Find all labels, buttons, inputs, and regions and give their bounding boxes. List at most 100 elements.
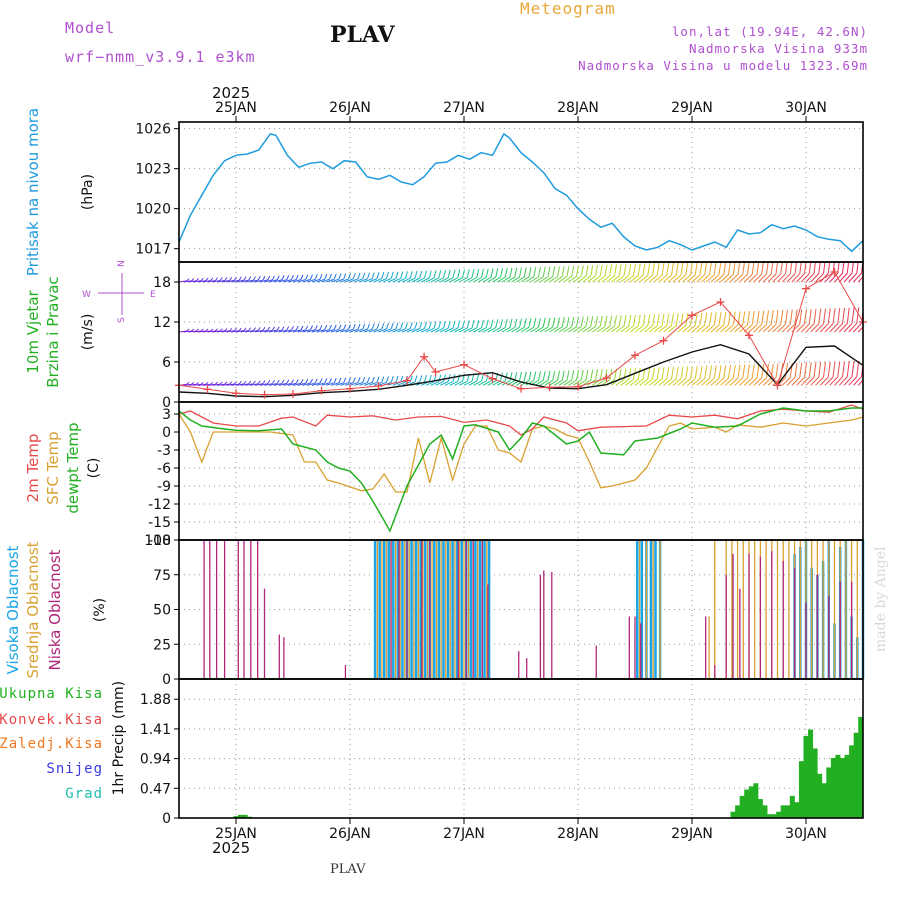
wind-barb-feather	[832, 361, 836, 378]
y-tick-label: -12	[148, 497, 171, 513]
wind-barb	[478, 380, 487, 386]
wind-barb	[672, 274, 682, 283]
wind-barb	[791, 323, 801, 333]
wind-barb	[326, 382, 335, 386]
wind-gust-marker	[517, 384, 525, 393]
wind-barb	[791, 273, 801, 283]
wind-barb	[345, 382, 354, 386]
wind-barb-feather	[196, 328, 199, 332]
wind-barb	[459, 380, 468, 386]
y-tick-label: 100	[144, 533, 171, 549]
wind-gust-marker	[830, 268, 839, 276]
wind-barb-feather	[585, 316, 589, 327]
wind-barb-feather	[438, 321, 442, 329]
wind-barb	[563, 379, 573, 386]
wind-barb-feather	[690, 262, 693, 276]
wind-barb	[354, 328, 363, 333]
compass-e: E	[150, 290, 156, 300]
wind-barb-feather	[514, 318, 518, 328]
wind-barb-feather	[747, 364, 750, 379]
wind-barb-feather	[590, 369, 594, 380]
wind-barb	[463, 380, 473, 386]
wind-barb-feather	[286, 379, 290, 384]
wind-barb-feather	[348, 324, 351, 330]
wind-barb	[786, 273, 796, 283]
wind-barb-feather	[628, 263, 632, 276]
wind-barb	[326, 278, 335, 283]
wind-barb-feather	[680, 313, 684, 326]
wind-barb	[743, 377, 753, 386]
wind-barb	[724, 324, 734, 333]
wind-barb	[183, 383, 192, 386]
wind-barb	[231, 279, 240, 283]
wind-barb-feather	[671, 262, 674, 276]
wind-barb	[449, 327, 458, 333]
wind-barb-feather	[566, 317, 570, 327]
wind-barb	[762, 273, 772, 283]
wind-barb-feather	[224, 277, 228, 281]
wind-barb-feather	[618, 368, 622, 380]
wind-barb	[515, 276, 525, 283]
wind-barb-feather	[623, 264, 627, 276]
wind-barb	[496, 276, 506, 283]
wind-barb	[720, 274, 729, 283]
wind-barb	[468, 327, 477, 333]
precip-bar	[812, 748, 818, 818]
wind-barb	[824, 323, 834, 333]
wind-unit: (m/s)	[80, 314, 96, 351]
wind-barb-feather	[590, 265, 594, 277]
wind-barb	[411, 277, 420, 283]
wind-barb-feather	[604, 264, 608, 277]
precip-title: 1hr Precip	[111, 725, 127, 796]
wind-barb	[278, 382, 287, 386]
wind-barb-feather	[248, 327, 252, 331]
wind-barb-feather	[842, 262, 845, 274]
wind-barb	[240, 383, 249, 386]
wind-barb	[767, 273, 777, 283]
wind-barb-feather	[229, 381, 233, 385]
wind-barb	[549, 379, 558, 386]
wind-barb-feather	[276, 379, 280, 384]
wind-barb-feather	[694, 366, 698, 379]
wind-gust-marker	[289, 390, 297, 398]
wind-barb-feather	[253, 327, 256, 331]
y-tick-label: -9	[157, 479, 171, 495]
wind-barb	[848, 272, 858, 283]
cloud-unit: (%)	[92, 598, 108, 622]
wind-barb-feather	[823, 361, 826, 378]
wind-barb-feather	[481, 268, 484, 278]
wind-barb	[862, 384, 863, 386]
wind-barb	[701, 378, 710, 386]
precip-bar	[849, 745, 855, 818]
wind-barb-feather	[253, 276, 256, 281]
wind-barb-feather	[272, 275, 275, 281]
wind-barb-feather	[390, 271, 394, 279]
precip-bar	[735, 805, 741, 818]
wind-barb-feather	[599, 369, 603, 380]
wind-barb-feather	[656, 367, 660, 380]
wind-barb	[848, 376, 858, 386]
wind-barb-feather	[362, 377, 366, 383]
wind-barb	[368, 278, 378, 283]
wind-barb-feather	[785, 363, 788, 378]
wind-barb-feather	[637, 367, 641, 380]
wind-barb-feather	[871, 307, 873, 323]
wind-barb	[829, 376, 839, 386]
wind-barb	[625, 378, 634, 386]
wind-barb	[497, 380, 506, 386]
wind-barb	[368, 328, 378, 333]
wind-barb-feather	[443, 321, 446, 329]
wind-barb	[544, 276, 554, 283]
wind-barb-feather	[528, 371, 532, 381]
y-tick-label: 0.94	[140, 752, 171, 768]
wind-barb	[416, 327, 425, 333]
wind-barb-feather	[808, 262, 812, 274]
wind-barb-feather	[452, 320, 456, 329]
wind-barb	[245, 279, 254, 283]
wind-barb	[473, 276, 482, 283]
wind-barb	[316, 382, 325, 386]
wind-barb-feather	[504, 267, 508, 278]
wind-gust-marker	[317, 386, 326, 395]
wind-barb-feather	[709, 262, 712, 275]
wind-gust-marker	[773, 381, 782, 390]
